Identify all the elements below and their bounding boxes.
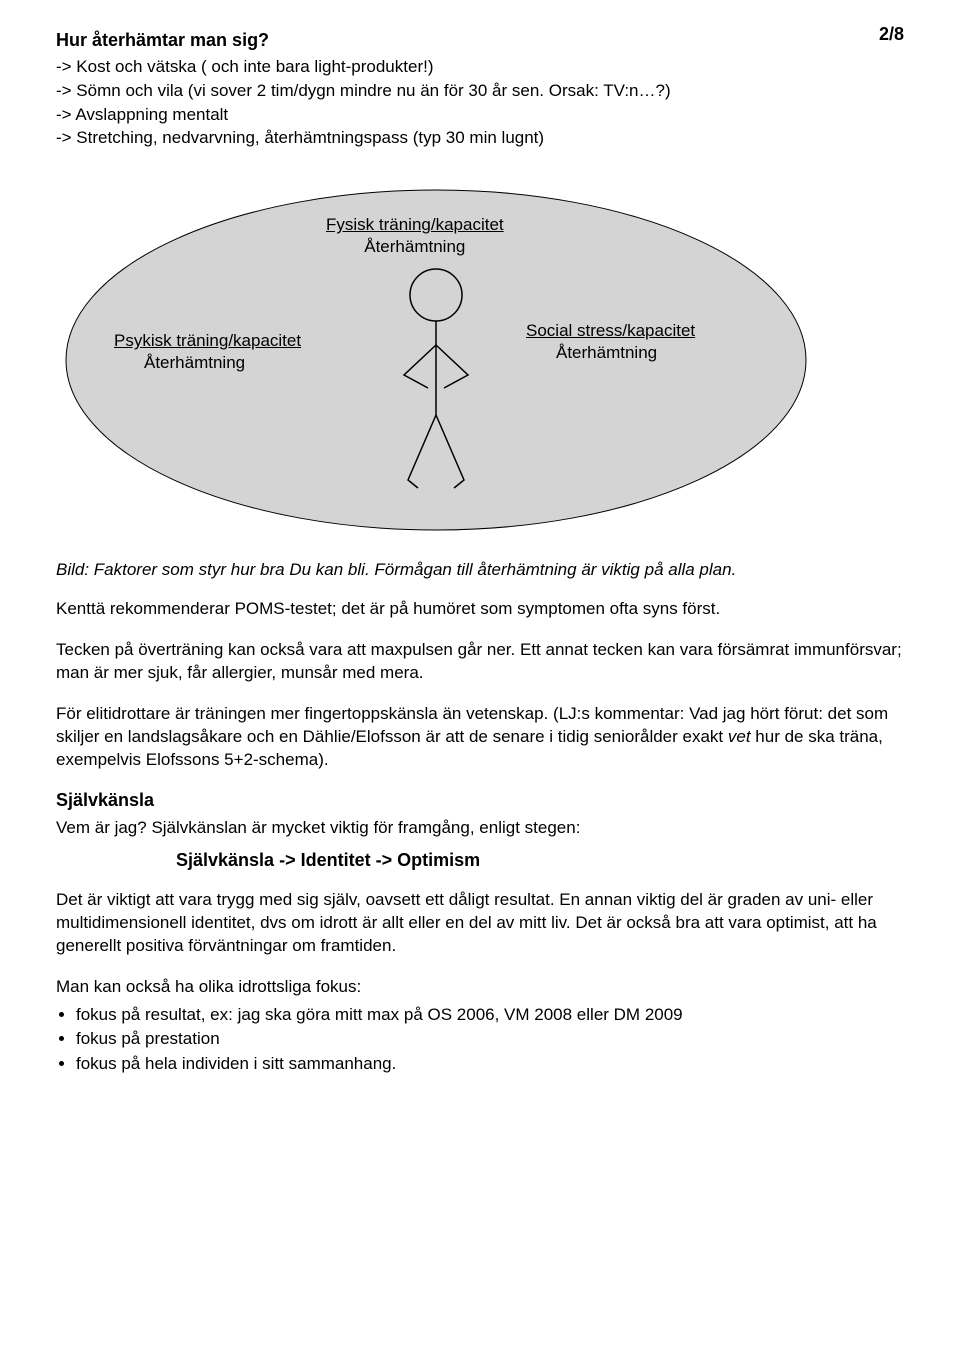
- section-title-recovery: Hur återhämtar man sig?: [56, 30, 904, 51]
- recovery-line-4: -> Stretching, nedvarvning, återhämtning…: [56, 126, 904, 150]
- paragraph-focus-intro: Man kan också ha olika idrottsliga fokus…: [56, 976, 904, 999]
- focus-bullet-list: fokus på resultat, ex: jag ska göra mitt…: [56, 1003, 904, 1077]
- section-title-self-esteem: Självkänsla: [56, 790, 904, 811]
- recovery-line-3: -> Avslappning mentalt: [56, 103, 904, 127]
- diagram-label-psychic-line2: Återhämtning: [114, 353, 245, 372]
- paragraph-elite: För elitidrottare är träningen mer finge…: [56, 703, 904, 772]
- focus-bullet-1: fokus på resultat, ex: jag ska göra mitt…: [76, 1003, 904, 1028]
- diagram-caption: Bild: Faktorer som styr hur bra Du kan b…: [56, 560, 904, 580]
- paragraph-elite-italic: vet: [728, 727, 751, 746]
- recovery-line-2: -> Sömn och vila (vi sover 2 tim/dygn mi…: [56, 79, 904, 103]
- diagram-label-social-line2: Återhämtning: [526, 343, 657, 362]
- diagram-label-physical: Fysisk träning/kapacitet Återhämtning: [326, 214, 504, 258]
- focus-bullet-3: fokus på hela individen i sitt sammanhan…: [76, 1052, 904, 1077]
- diagram-label-physical-line1: Fysisk träning/kapacitet: [326, 215, 504, 234]
- paragraph-overtraining: Tecken på överträning kan också vara att…: [56, 639, 904, 685]
- paragraph-poms: Kenttä rekommenderar POMS-testet; det är…: [56, 598, 904, 621]
- paragraph-identity: Det är viktigt att vara trygg med sig sj…: [56, 889, 904, 958]
- recovery-line-1: -> Kost och vätska ( och inte bara light…: [56, 55, 904, 79]
- self-esteem-intro: Vem är jag? Självkänslan är mycket vikti…: [56, 817, 904, 840]
- diagram-label-social: Social stress/kapacitet Återhämtning: [526, 320, 695, 364]
- diagram-label-psychic-line1: Psykisk träning/kapacitet: [114, 331, 301, 350]
- diagram-label-psychic: Psykisk träning/kapacitet Återhämtning: [114, 330, 301, 374]
- page-container: 2/8 Hur återhämtar man sig? -> Kost och …: [0, 0, 960, 1362]
- page-number: 2/8: [879, 24, 904, 45]
- diagram-label-physical-line2: Återhämtning: [364, 237, 465, 256]
- recovery-factors-diagram: Fysisk träning/kapacitet Återhämtning Ps…: [56, 180, 816, 540]
- focus-bullet-2: fokus på prestation: [76, 1027, 904, 1052]
- diagram-label-social-line1: Social stress/kapacitet: [526, 321, 695, 340]
- self-esteem-chain: Självkänsla -> Identitet -> Optimism: [176, 850, 904, 871]
